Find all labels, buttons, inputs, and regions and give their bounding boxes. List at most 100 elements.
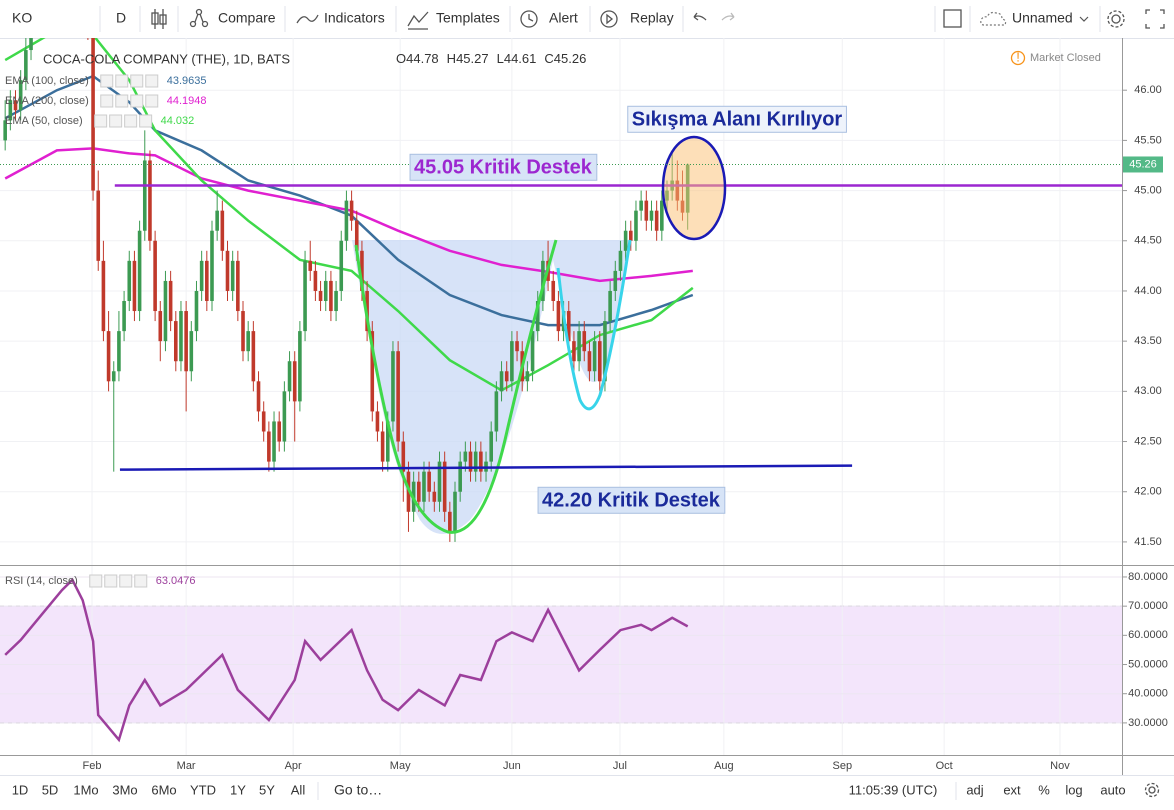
cloud-icon[interactable]	[980, 11, 1007, 26]
candle-body	[530, 331, 535, 372]
candle-body	[572, 341, 576, 362]
toolbar-button[interactable]: Alert	[549, 10, 578, 26]
candle-body	[442, 461, 447, 512]
legend-value: 63.0476	[156, 575, 196, 587]
legend-button[interactable]	[145, 94, 159, 108]
fullscreen-icon[interactable]	[1145, 9, 1165, 29]
candle-body	[163, 280, 168, 342]
go-to[interactable]: Go to…	[334, 782, 382, 798]
candle-body	[639, 200, 643, 211]
rsi-line	[4, 577, 689, 743]
candle-body	[515, 341, 519, 352]
candle-body	[101, 260, 106, 332]
replay-icon[interactable]	[600, 10, 618, 28]
candle-body	[13, 100, 18, 111]
candle-body	[292, 361, 297, 402]
legend-button[interactable]	[100, 94, 114, 108]
range-button[interactable]: 6Mo	[151, 782, 176, 797]
candle-body	[385, 421, 390, 462]
range-button[interactable]: All	[291, 782, 306, 797]
toolbar-button[interactable]: Compare	[218, 10, 276, 26]
range-button[interactable]: YTD	[190, 782, 216, 797]
legend-value: 43.9635	[167, 75, 207, 87]
legend-button[interactable]	[130, 94, 144, 108]
candle-body	[142, 160, 147, 231]
annotation-text: 42.20 Kritik Destek	[542, 489, 721, 511]
candle-body	[168, 280, 173, 322]
candle-body	[437, 461, 442, 502]
candle-body	[137, 230, 142, 312]
range-button[interactable]: 5Y	[259, 782, 275, 797]
chart-style-icon[interactable]	[151, 9, 167, 29]
scale-option[interactable]: adj	[966, 782, 983, 797]
range-button[interactable]: 1Y	[230, 782, 246, 797]
y-tick-label: 43.50	[1134, 335, 1162, 347]
scale-option[interactable]: ext	[1003, 782, 1021, 797]
legend-button[interactable]	[89, 574, 103, 588]
y-tick-label: 42.00	[1134, 486, 1162, 498]
layout-name[interactable]: Unnamed	[1012, 10, 1073, 26]
templates-icon[interactable]	[407, 11, 429, 30]
clock: 11:05:39 (UTC)	[849, 782, 938, 797]
rsi-pane	[0, 566, 1122, 755]
candle-body	[566, 311, 571, 342]
symbol[interactable]: KO	[12, 10, 32, 26]
legend-button[interactable]	[115, 94, 129, 108]
legend-button[interactable]	[100, 74, 114, 88]
rsi-plot	[0, 566, 1122, 755]
legend-button[interactable]	[115, 74, 129, 88]
settings-icon[interactable]	[1107, 10, 1125, 28]
candle-body	[215, 210, 219, 231]
x-tick-label: Aug	[714, 760, 734, 772]
candle-body	[448, 511, 452, 532]
cup-curve	[354, 239, 558, 534]
candle-body	[179, 311, 183, 362]
legend-button[interactable]	[119, 574, 133, 588]
toolbar-button[interactable]: Indicators	[324, 10, 385, 26]
y-tick-label: 45.50	[1134, 134, 1162, 146]
y-tick-label: 45.00	[1134, 184, 1162, 196]
candle-body	[194, 290, 199, 332]
legend-button[interactable]	[94, 114, 108, 128]
indicators-icon[interactable]	[296, 14, 319, 24]
status-icon-mark: !	[1016, 49, 1020, 64]
interval[interactable]: D	[116, 10, 126, 26]
scale-option[interactable]: auto	[1100, 782, 1125, 797]
legend-button[interactable]	[134, 574, 148, 588]
candle-body	[660, 200, 664, 231]
dropdown-icon[interactable]	[1079, 16, 1089, 22]
redo-icon[interactable]	[721, 12, 735, 21]
candle-body	[173, 321, 178, 362]
range-button[interactable]: 5D	[42, 782, 59, 797]
toolbar-button[interactable]: Templates	[436, 10, 500, 26]
settings-icon[interactable]	[1144, 782, 1160, 798]
candle-body	[597, 341, 602, 382]
undo-icon[interactable]	[693, 12, 707, 21]
candle-body	[267, 431, 271, 462]
legend-value: 44.032	[161, 115, 195, 127]
legend-button[interactable]	[139, 114, 153, 128]
candle-body	[417, 481, 421, 502]
scale-option[interactable]: %	[1038, 782, 1050, 797]
candle-body	[210, 230, 214, 301]
candle-body	[298, 331, 302, 402]
alert-icon[interactable]	[520, 10, 538, 28]
range-button[interactable]: 1D	[12, 782, 29, 797]
x-tick-label: Nov	[1050, 760, 1070, 772]
toolbar-button[interactable]: Replay	[630, 10, 674, 26]
legend-button[interactable]	[104, 574, 118, 588]
candle-body	[277, 421, 282, 442]
legend-button[interactable]	[109, 114, 123, 128]
legend-button[interactable]	[145, 74, 159, 88]
compare-icon[interactable]	[189, 8, 209, 28]
legend-button[interactable]	[130, 74, 144, 88]
scale-option[interactable]: log	[1065, 782, 1082, 797]
legend-button[interactable]	[124, 114, 138, 128]
layout-icon[interactable]	[943, 9, 962, 28]
range-button[interactable]: 3Mo	[112, 782, 137, 797]
range-button[interactable]: 1Mo	[73, 782, 98, 797]
candle-body	[318, 290, 323, 301]
y-tick-label: 40.0000	[1128, 688, 1168, 700]
